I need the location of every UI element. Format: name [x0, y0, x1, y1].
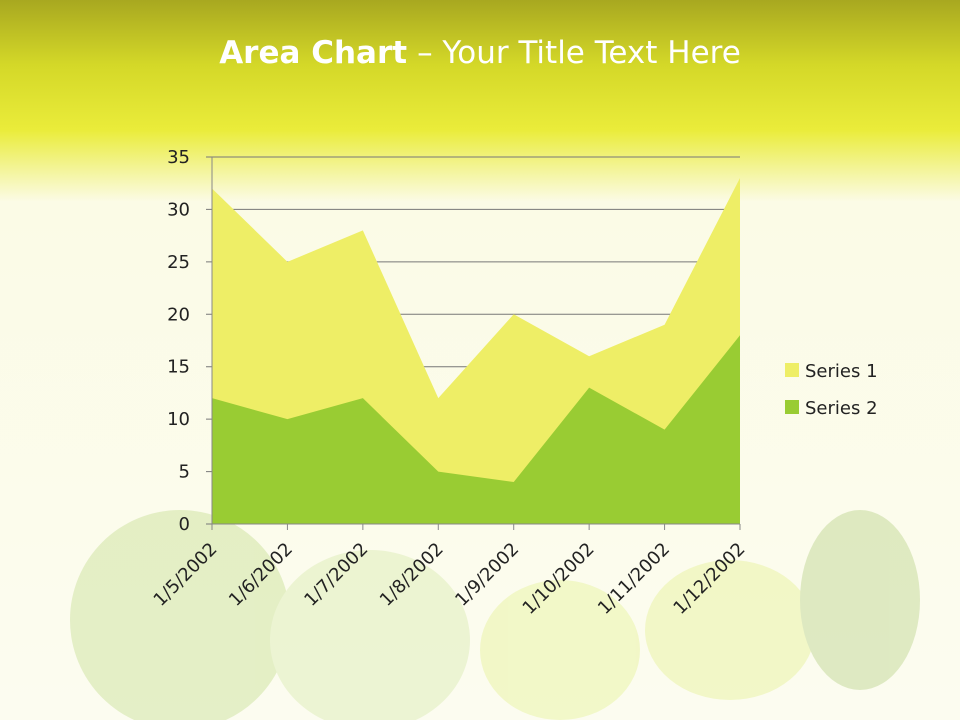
y-tick-label: 30	[167, 199, 190, 220]
title-rest: – Your Title Text Here	[417, 35, 741, 71]
y-tick-label: 20	[167, 304, 190, 325]
y-tick-label: 0	[179, 514, 190, 535]
legend-label: Series 2	[805, 398, 878, 419]
chart-title: Area Chart – Your Title Text Here	[219, 35, 741, 71]
y-tick-label: 25	[167, 252, 190, 273]
y-tick-label: 35	[167, 147, 190, 168]
legend-label: Series 1	[805, 361, 878, 382]
y-tick-label: 15	[167, 357, 190, 378]
y-tick-label: 10	[167, 409, 190, 430]
decor	[70, 510, 920, 720]
title-bold: Area Chart	[219, 35, 407, 71]
y-tick-label: 5	[179, 462, 190, 483]
area	[212, 335, 740, 524]
legend-swatch	[785, 400, 799, 414]
legend-swatch	[785, 363, 799, 377]
